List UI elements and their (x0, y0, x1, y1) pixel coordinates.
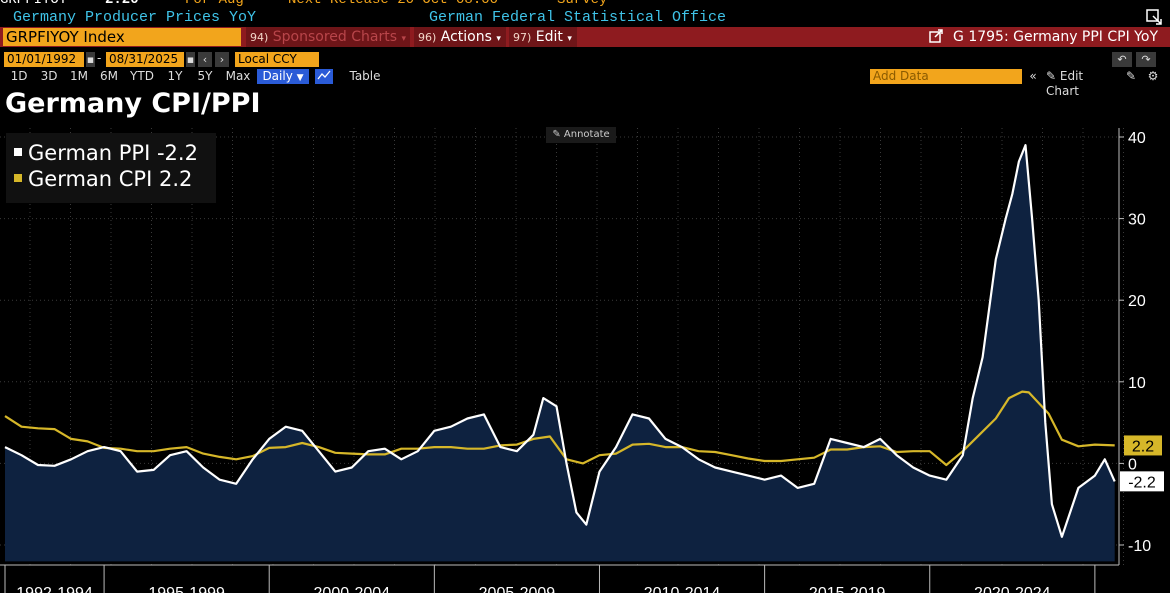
edit-chart-button[interactable]: ✎ Edit Chart (1046, 69, 1118, 98)
redo-icon[interactable]: ↷ (1136, 52, 1156, 67)
edit-label: Edit (535, 29, 563, 45)
period-5y[interactable]: 5Y (197, 69, 213, 83)
period-1m[interactable]: 1M (70, 69, 88, 83)
top-period: For Aug (185, 0, 244, 8)
undo-icon[interactable]: ↶ (1112, 52, 1132, 67)
edit-chart-label: Edit Chart (1046, 69, 1084, 98)
collapse-icon[interactable]: « (1029, 69, 1037, 83)
x-axis: 1992-1994 1995-1999 2000-2004 2005-2009 2010… (0, 564, 1119, 593)
currency-select[interactable]: Local CCY (235, 52, 319, 67)
y-tick-label: 40 (1128, 130, 1146, 147)
calendar-icon[interactable]: ▪ (186, 52, 195, 67)
y-tick-label: 30 (1128, 212, 1146, 229)
legend-swatch (14, 148, 22, 156)
sponsored-num: 94) (250, 31, 269, 44)
table-button[interactable]: Table (349, 69, 381, 83)
calendar-icon[interactable]: ▪ (86, 52, 95, 67)
annotate-label: Annotate (563, 129, 610, 140)
x-group-label: 1995-1999 (148, 585, 225, 593)
draw-icon[interactable]: ✎ (1125, 69, 1137, 83)
top-ticker: GRPFIYOY (0, 0, 68, 8)
frequency-select[interactable]: Daily ▼ (257, 69, 309, 84)
period-1y[interactable]: 1Y (167, 69, 183, 83)
ppi-last-value: -2.2 (1128, 474, 1156, 491)
add-data-input[interactable]: Add Data (870, 69, 1022, 84)
last-value-labels: 2.2 -2.2 (1120, 435, 1164, 492)
legend-swatch (14, 174, 22, 182)
sponsored-label: Sponsored Charts (272, 29, 397, 45)
x-group-label: 2010-2014 (644, 585, 721, 593)
pencil-icon: ✎ (552, 129, 561, 140)
period-row: 1D 3D 1M 6M YTD 1Y 5Y Max Daily ▼ Table … (0, 68, 1170, 98)
series-description: Germany Producer Prices YoY (13, 9, 257, 26)
y-tick-label: -10 (1128, 538, 1151, 555)
edit-button[interactable]: 97) Edit ▾ (509, 27, 577, 47)
command-bar: GRPFIYOY Index 94) Sponsored Charts ▾ 96… (0, 27, 1170, 47)
y-tick-label: 10 (1128, 375, 1146, 392)
edit-num: 97) (513, 31, 532, 44)
y-tick-label: 0 (1128, 456, 1137, 473)
legend-label: German CPI 2.2 (28, 167, 193, 191)
chevron-down-icon: ▾ (567, 34, 572, 44)
annotate-button[interactable]: ✎ Annotate (546, 127, 616, 143)
date-row: 01/01/1992 ▪ - 08/31/2025 ▪ ‹ › Local CC… (0, 51, 1170, 68)
date-separator: - (97, 51, 102, 65)
period-3d[interactable]: 3D (40, 69, 58, 83)
series-source: German Federal Statistical Office (429, 9, 727, 26)
next-period-icon[interactable]: › (215, 52, 229, 67)
chevron-down-icon: ▾ (496, 34, 501, 44)
end-date-input[interactable]: 08/31/2025 (106, 52, 184, 67)
ppi-area-fill (5, 145, 1115, 562)
start-date-input[interactable]: 01/01/1992 (4, 52, 84, 67)
x-group-label: 2020-2024 (974, 585, 1051, 593)
legend-item-cpi[interactable]: German CPI 2.2 (14, 167, 192, 191)
cpi-series-line (4, 390, 1115, 467)
y-axis: -10 0 10 20 30 40 (1118, 128, 1151, 565)
top-release: Next Release 20 Oct 08:00 (288, 0, 499, 8)
ppi-series-line (4, 144, 1116, 538)
top-survey: Survey (557, 0, 608, 8)
ticker-input[interactable]: GRPFIYOY Index (3, 28, 241, 46)
x-group-label: 2000-2004 (314, 585, 391, 593)
x-group-label: 1992-1994 (16, 585, 93, 593)
x-group-label: 2005-2009 (479, 585, 556, 593)
legend-label: German PPI -2.2 (28, 141, 198, 165)
y-tick-label: 20 (1128, 293, 1146, 310)
legend-item-ppi[interactable]: German PPI -2.2 (14, 141, 198, 165)
chart-area: -10 0 10 20 30 40 1992-1994 1995-1999 2000-2004… (0, 128, 1164, 593)
line-chart-icon[interactable] (315, 69, 333, 84)
frequency-label: Daily (262, 69, 293, 83)
pencil-icon: ✎ (1046, 69, 1057, 83)
cpi-last-value-badge (1124, 435, 1162, 456)
x-group-label: 2015-2019 (809, 585, 886, 593)
period-ytd[interactable]: YTD (130, 69, 154, 83)
info-line: Germany Producer Prices YoY German Feder… (0, 8, 1170, 28)
legend: German PPI -2.2 German CPI 2.2 (6, 133, 216, 203)
chevron-down-icon: ▾ (401, 34, 406, 44)
actions-button[interactable]: 96) Actions ▾ (414, 27, 506, 47)
external-link-icon (928, 27, 945, 47)
period-1d[interactable]: 1D (10, 69, 28, 83)
cpi-last-value: 2.2 (1132, 438, 1154, 455)
ppi-last-value-badge (1120, 471, 1164, 492)
gear-icon[interactable]: ⚙ (1147, 69, 1159, 83)
prev-period-icon[interactable]: ‹ (198, 52, 212, 67)
sponsored-charts-button[interactable]: 94) Sponsored Charts ▾ (246, 27, 410, 47)
top-value: 2.20 (105, 0, 139, 8)
actions-num: 96) (418, 31, 437, 44)
actions-label: Actions (440, 29, 492, 45)
period-6m[interactable]: 6M (100, 69, 118, 83)
chart-title-link[interactable]: G 1795: Germany PPI CPI YoY (928, 27, 1158, 47)
period-max[interactable]: Max (225, 69, 251, 83)
chevron-down-icon: ▼ (296, 73, 304, 83)
top-strip: GRPFIYOY 2.20 For Aug Next Release 20 Oc… (0, 0, 1170, 8)
chart-title-label: G 1795: Germany PPI CPI YoY (953, 29, 1158, 45)
page-title: Germany CPI/PPI (5, 88, 261, 119)
popout-icon[interactable] (1145, 8, 1163, 26)
